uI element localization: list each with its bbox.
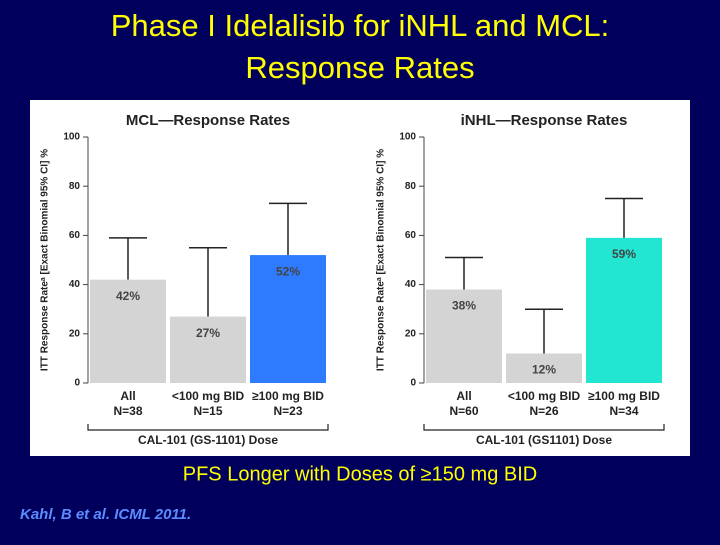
bar xyxy=(586,237,662,383)
slide-title: Phase I Idelalisib for iNHL and MCL: xyxy=(111,8,610,43)
x-count-label: N=38 xyxy=(113,404,142,418)
y-tick-label: 100 xyxy=(399,132,416,143)
y-tick-label: 0 xyxy=(74,378,80,389)
x-count-label: N=26 xyxy=(529,404,558,418)
x-tick-label: <100 mg BID xyxy=(508,389,581,403)
value-label: 27% xyxy=(196,326,220,340)
x-count-label: N=23 xyxy=(273,404,302,418)
chart-title: iNHL—Response Rates xyxy=(461,112,628,129)
bar xyxy=(90,279,166,383)
x-axis-label: CAL-101 (GS1101) Dose xyxy=(476,433,612,447)
subtitle: PFS Longer with Doses of ≥150 mg BID xyxy=(183,463,537,485)
x-count-label: N=60 xyxy=(449,404,478,418)
y-axis-label: ITT Response Rateᵃ [Exact Binomial 95% C… xyxy=(40,149,51,371)
citation: Kahl, B et al. ICML 2011. xyxy=(20,506,191,523)
bar xyxy=(426,289,502,383)
figure-panel xyxy=(30,100,690,456)
bracket xyxy=(423,424,665,431)
value-label: 38% xyxy=(452,299,476,313)
value-label: 42% xyxy=(116,289,140,303)
y-tick-label: 80 xyxy=(69,181,81,192)
x-count-label: N=15 xyxy=(193,404,222,418)
x-axis-label: CAL-101 (GS-1101) Dose xyxy=(138,433,278,447)
y-tick-label: 20 xyxy=(405,328,417,339)
x-tick-label: All xyxy=(120,389,135,403)
y-tick-label: 100 xyxy=(63,132,80,143)
bar xyxy=(506,353,582,383)
value-label: 12% xyxy=(532,363,556,377)
x-tick-label: ≥100 mg BID xyxy=(588,389,660,403)
y-tick-label: 20 xyxy=(69,328,81,339)
value-label: 52% xyxy=(276,264,300,278)
x-tick-label: ≥100 mg BID xyxy=(252,389,324,403)
slide-title: Response Rates xyxy=(245,50,474,85)
y-axis-label: ITT Response Rateᵃ [Exact Binomial 95% C… xyxy=(376,149,387,371)
x-count-label: N=34 xyxy=(609,404,638,418)
y-tick-label: 40 xyxy=(69,279,81,290)
value-label: 59% xyxy=(612,247,636,261)
y-tick-label: 40 xyxy=(405,279,417,290)
x-tick-label: <100 mg BID xyxy=(172,389,245,403)
y-tick-label: 0 xyxy=(410,378,416,389)
y-tick-label: 80 xyxy=(405,181,417,192)
bar xyxy=(170,316,246,383)
bracket xyxy=(87,424,329,431)
x-tick-label: All xyxy=(456,389,471,403)
y-tick-label: 60 xyxy=(405,230,417,241)
bar xyxy=(250,255,326,383)
chart-title: MCL—Response Rates xyxy=(126,112,290,129)
y-tick-label: 60 xyxy=(69,230,81,241)
